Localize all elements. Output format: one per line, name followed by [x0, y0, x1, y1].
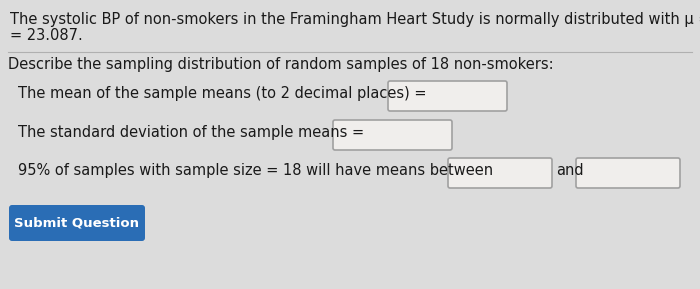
Text: and: and — [556, 163, 584, 178]
FancyBboxPatch shape — [388, 81, 507, 111]
FancyBboxPatch shape — [9, 205, 145, 241]
Text: Submit Question: Submit Question — [15, 216, 139, 229]
FancyBboxPatch shape — [448, 158, 552, 188]
Text: The mean of the sample means (to 2 decimal places) =: The mean of the sample means (to 2 decim… — [18, 86, 426, 101]
Text: Describe the sampling distribution of random samples of 18 non-smokers:: Describe the sampling distribution of ra… — [8, 57, 554, 72]
Text: 95% of samples with sample size = 18 will have means between: 95% of samples with sample size = 18 wil… — [18, 163, 493, 178]
Text: The systolic BP of non-smokers in the Framingham Heart Study is normally distrib: The systolic BP of non-smokers in the Fr… — [10, 12, 700, 27]
Text: The standard deviation of the sample means =: The standard deviation of the sample mea… — [18, 125, 364, 140]
FancyBboxPatch shape — [333, 120, 452, 150]
Text: = 23.087.: = 23.087. — [10, 28, 83, 43]
FancyBboxPatch shape — [576, 158, 680, 188]
